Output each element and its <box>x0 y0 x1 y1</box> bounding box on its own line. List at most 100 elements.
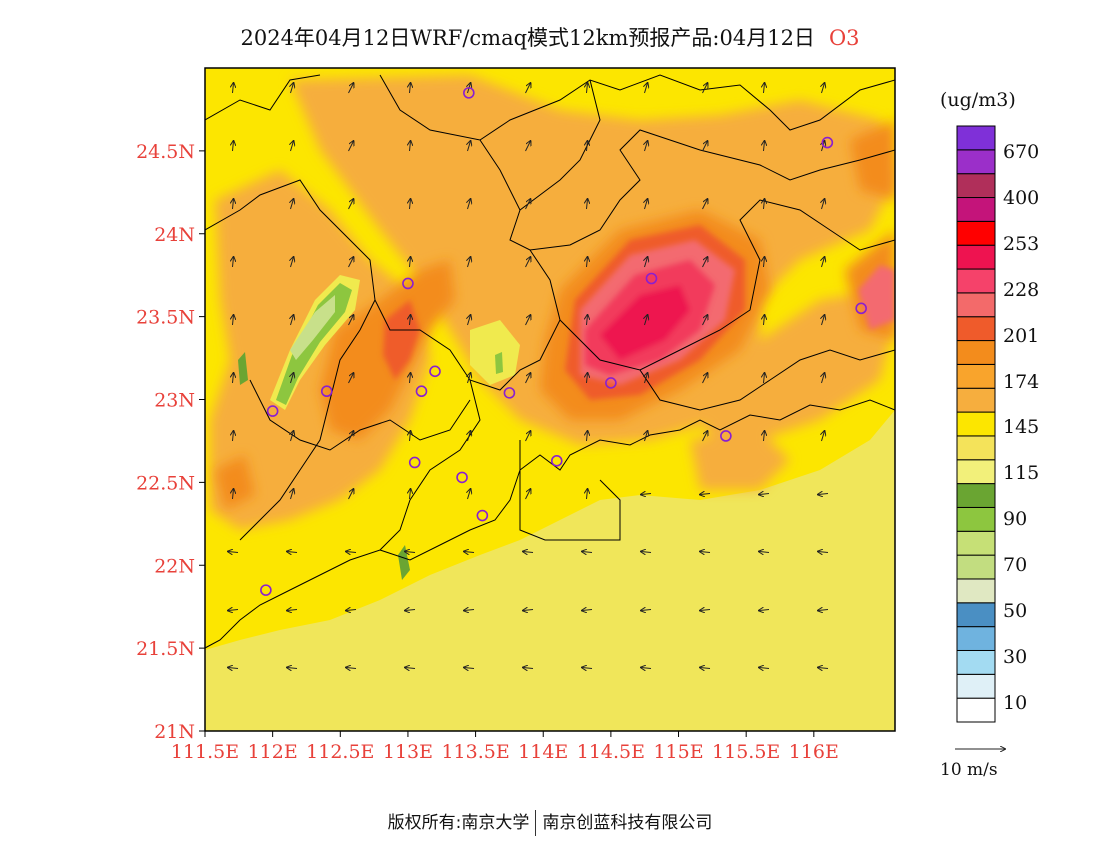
province-line-2 <box>379 74 895 141</box>
wind-arrow <box>645 83 648 94</box>
lat-tick-label: 24N <box>154 224 195 246</box>
wind-arrow <box>641 552 652 553</box>
wind-arrow <box>702 373 708 384</box>
station-marker <box>408 456 421 469</box>
wind-arrow <box>233 315 234 326</box>
colorbar-label: 145 <box>1003 416 1040 439</box>
wind-arrow <box>759 552 770 553</box>
wind-arrow <box>641 610 652 611</box>
wind-arrow <box>822 315 825 326</box>
wind-arrow <box>822 83 825 94</box>
wind-arrow <box>348 257 354 268</box>
wind-arrow <box>582 668 593 669</box>
wind-arrow <box>702 257 708 268</box>
lon-tick-label: 112E <box>248 741 298 763</box>
province-line-8 <box>379 379 481 551</box>
wind-arrow <box>702 83 708 94</box>
concentration-field <box>205 68 895 731</box>
station-marker <box>456 471 468 484</box>
copyright: 版权所有:南京大学 南京创蓝科技有限公司 <box>0 808 1100 836</box>
wind-arrow <box>525 83 531 94</box>
wind-arrow <box>587 83 588 94</box>
colorbar-swatch <box>956 316 996 342</box>
wind-arrow <box>346 668 357 669</box>
station-marker <box>320 385 333 398</box>
wind-arrow <box>759 494 770 495</box>
wind-arrow <box>764 315 765 326</box>
wind-arrow <box>291 315 294 326</box>
wind-arrow <box>645 431 648 442</box>
colorbar-swatch <box>956 340 996 365</box>
station-marker <box>605 377 617 389</box>
wind-arrow <box>700 668 711 669</box>
colorbar-unit: (ug/m3) <box>940 89 1016 111</box>
wind-arrow <box>587 373 588 384</box>
lon-tick-label: 114E <box>518 741 568 763</box>
wind-arrow <box>645 199 648 210</box>
wind-arrow <box>405 552 416 553</box>
province-line-7 <box>639 349 895 411</box>
province-line-1 <box>205 74 321 121</box>
station-marker <box>855 302 867 315</box>
wind-arrow <box>468 431 471 442</box>
wind-arrow <box>587 199 588 210</box>
province-line-3 <box>479 129 895 251</box>
lat-tick-label: 21.5N <box>136 638 195 660</box>
station-marker <box>260 584 272 596</box>
colorbar-swatch <box>956 220 996 246</box>
station-marker <box>429 365 441 378</box>
zone-174-east <box>700 290 895 450</box>
wind-arrow <box>410 315 411 326</box>
wind-arrow <box>233 83 234 94</box>
title-main: 2024年04月12日WRF/cmaq模式12km预报产品:04月12日 <box>240 26 815 50</box>
wind-arrow <box>645 257 648 268</box>
colorbar-swatch <box>956 197 996 222</box>
colorbar-swatch <box>956 435 996 461</box>
wind-arrow <box>759 610 770 611</box>
wind-arrow <box>228 552 239 553</box>
wind-arrow <box>468 257 471 268</box>
wind-arrow <box>764 257 765 268</box>
lon-tick-label: 113.5E <box>441 741 509 763</box>
colorbar-label: 400 <box>1003 186 1040 209</box>
colorbar-swatch <box>956 292 996 318</box>
lat-tick-label: 22N <box>154 555 195 577</box>
wind-arrow <box>233 141 234 152</box>
colorbar-label: 90 <box>1003 508 1028 531</box>
wind-arrow <box>468 315 471 326</box>
zone-174-southeast <box>690 430 790 490</box>
wind-arrow <box>645 373 648 384</box>
wind-arrow <box>702 431 708 442</box>
wind-arrow <box>702 199 708 210</box>
station-marker <box>720 430 732 442</box>
wind-arrow <box>700 494 711 495</box>
wind-arrow <box>346 610 357 611</box>
lon-tick-label: 115.5E <box>712 741 780 763</box>
colorbar-swatch <box>956 149 996 175</box>
station-marker <box>821 136 834 149</box>
zone-pink-east <box>858 265 895 330</box>
colorbar-swatch <box>956 530 996 556</box>
colorbar-label: 670 <box>1003 141 1040 163</box>
wind-arrow <box>759 668 770 669</box>
colorbar-swatch <box>956 649 996 675</box>
boundaries <box>205 74 895 649</box>
wind-arrow <box>764 141 765 152</box>
wind-arrow <box>764 199 765 210</box>
wind-arrow <box>525 431 531 442</box>
colorbar-label: 70 <box>1003 554 1028 577</box>
latitude-axis: 21N 21.5N 22N 22.5N 23N 23.5N 24N 24.5N <box>136 141 205 743</box>
wind-arrow <box>587 257 588 268</box>
colorbar-swatch <box>956 363 996 389</box>
wind-arrow <box>287 668 298 669</box>
wind-arrow <box>233 199 234 210</box>
colorbar-swatch <box>956 697 996 723</box>
wind-arrow <box>464 668 475 669</box>
wind-arrow <box>822 431 825 442</box>
longitude-axis: 111.5E 112E 112.5E 113E 113.5E 114E 114.5E 115E… <box>171 731 839 763</box>
colorbar-swatch <box>956 578 996 604</box>
wind-arrow <box>464 610 475 611</box>
colorbar-swatch <box>956 673 996 699</box>
wind-arrow <box>405 668 416 669</box>
colorbar-label: 174 <box>1003 370 1040 393</box>
